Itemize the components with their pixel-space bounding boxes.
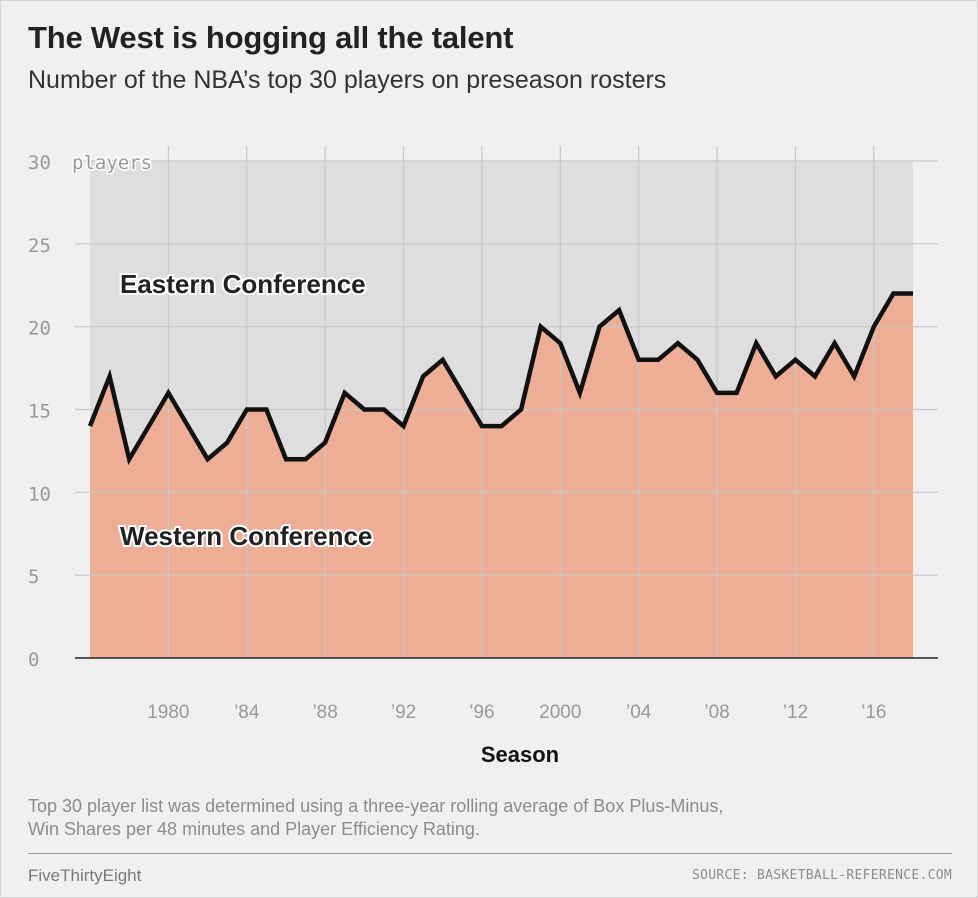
- y-tick-label: 30: [28, 152, 51, 174]
- gridlines: [75, 146, 938, 658]
- x-tick-label: 1980: [147, 702, 189, 723]
- data-point: [381, 407, 386, 412]
- x-axis-ticks: 1980 ’84 ’88 ’92 ’96 2000 ’04 ’08 ’12 ’16: [147, 702, 886, 723]
- data-point: [813, 374, 818, 379]
- data-point: [479, 424, 484, 429]
- data-point: [323, 440, 328, 445]
- data-point: [342, 390, 347, 395]
- data-point: [146, 424, 151, 429]
- line-area-chart: 0 5 10 15 20 25 30 players 1980 ’84 ’88 ’92 ’96 2000…: [28, 146, 938, 767]
- eastern-conference-fill: [90, 161, 913, 460]
- data-point: [421, 374, 426, 379]
- data-point: [773, 374, 778, 379]
- western-conference-area: [90, 293, 913, 658]
- chart-subtitle: Number of the NBA’s top 30 players on pr…: [28, 66, 667, 94]
- data-point: [205, 457, 210, 462]
- data-point: [264, 407, 269, 412]
- series-line-group: [87, 291, 913, 466]
- data-point: [166, 390, 171, 395]
- data-point: [793, 357, 798, 362]
- data-point: [911, 291, 916, 296]
- data-point: [499, 424, 504, 429]
- x-tick-label: ’96: [469, 702, 494, 723]
- western-conference-fill: [90, 293, 913, 658]
- data-point: [597, 324, 602, 329]
- source-credit: SOURCE: BASKETBALL-REFERENCE.COM: [691, 868, 952, 883]
- data-point: [362, 407, 367, 412]
- western-conference-line: [87, 291, 913, 466]
- data-point: [675, 341, 680, 346]
- x-tick-label: ’92: [391, 702, 416, 723]
- footnote: Top 30 player list was determined using …: [28, 795, 928, 841]
- data-point: [519, 407, 524, 412]
- eastern-conference-label: Eastern Conference: [120, 269, 366, 299]
- data-point: [734, 390, 739, 395]
- y-tick-label: 0: [28, 649, 39, 671]
- x-tick-label: ’84: [234, 702, 260, 723]
- data-point: [284, 457, 289, 462]
- x-tick-label: ’08: [704, 702, 729, 723]
- data-point: [401, 424, 406, 429]
- footnote-line-2: Win Shares per 48 minutes and Player Eff…: [28, 819, 480, 839]
- data-point: [754, 341, 759, 346]
- data-point: [695, 357, 700, 362]
- footer-divider: [28, 853, 952, 854]
- data-point: [244, 407, 249, 412]
- chart-title: The West is hogging all the talent: [28, 20, 514, 55]
- data-point: [852, 374, 857, 379]
- eastern-conference-area: [90, 161, 913, 460]
- data-point: [832, 341, 837, 346]
- data-point: [558, 341, 563, 346]
- y-tick-label: 5: [28, 566, 39, 588]
- western-conference-label: Western Conference: [120, 521, 372, 551]
- y-tick-label: 25: [28, 235, 51, 257]
- y-tick-label: 15: [28, 401, 51, 423]
- data-point: [871, 324, 876, 329]
- data-point: [225, 440, 230, 445]
- x-tick-label: ’12: [783, 702, 808, 723]
- data-point: [88, 424, 93, 429]
- data-point: [303, 457, 308, 462]
- data-point: [891, 291, 896, 296]
- data-point: [636, 357, 641, 362]
- x-axis-label: Season: [481, 742, 559, 767]
- x-tick-label: ’16: [861, 702, 886, 723]
- data-point: [127, 457, 132, 462]
- data-point: [538, 324, 543, 329]
- data-point: [715, 390, 720, 395]
- x-tick-label: ’04: [626, 702, 652, 723]
- y-axis-ticks: 0 5 10 15 20 25 30 players: [28, 151, 154, 672]
- x-tick-label: ’88: [312, 702, 337, 723]
- y-unit-label: players: [72, 152, 152, 174]
- brand-logo-text: FiveThirtyEight: [28, 866, 142, 885]
- y-tick-label: 10: [28, 483, 51, 505]
- x-tick-label: 2000: [539, 702, 581, 723]
- data-point: [577, 390, 582, 395]
- data-point: [107, 374, 112, 379]
- data-point: [617, 308, 622, 313]
- data-point: [440, 357, 445, 362]
- data-point: [460, 390, 465, 395]
- data-point: [186, 424, 191, 429]
- data-point: [656, 357, 661, 362]
- footnote-line-1: Top 30 player list was determined using …: [28, 796, 724, 816]
- y-tick-label: 20: [28, 318, 51, 340]
